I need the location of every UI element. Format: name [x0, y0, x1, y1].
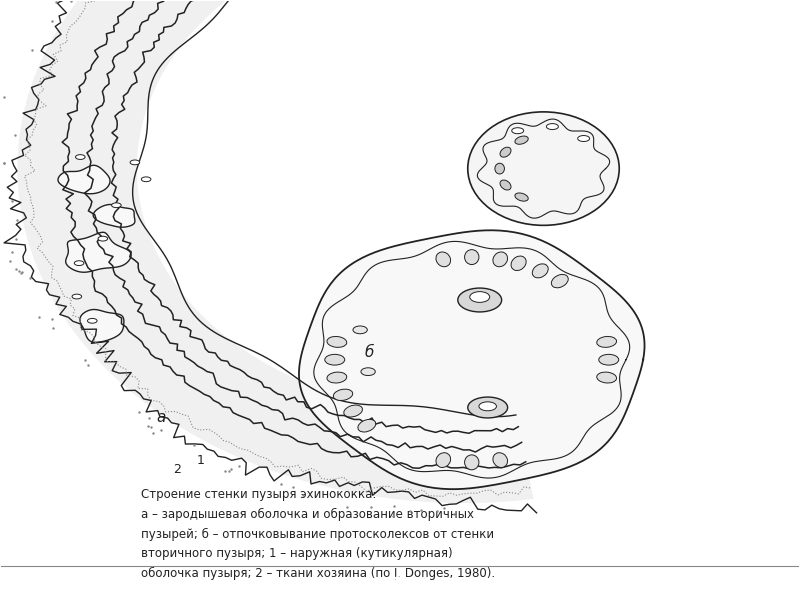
Ellipse shape — [479, 402, 497, 411]
Ellipse shape — [465, 250, 479, 265]
Polygon shape — [66, 232, 131, 272]
Ellipse shape — [465, 455, 479, 470]
Text: Строение стенки пузыря эхинококка:: Строение стенки пузыря эхинококка: — [141, 488, 376, 501]
Ellipse shape — [344, 405, 362, 417]
Ellipse shape — [353, 326, 367, 334]
Ellipse shape — [470, 292, 490, 302]
Ellipse shape — [598, 355, 618, 365]
Ellipse shape — [98, 236, 107, 241]
Ellipse shape — [74, 261, 84, 266]
Ellipse shape — [597, 337, 617, 347]
Polygon shape — [18, 0, 534, 503]
Text: б: б — [364, 345, 374, 360]
Ellipse shape — [361, 368, 375, 376]
Text: оболочка пузыря; 2 – ткани хозяина (по J. Donges, 1980).: оболочка пузыря; 2 – ткани хозяина (по J… — [141, 567, 495, 580]
Polygon shape — [80, 310, 124, 342]
Text: 1: 1 — [197, 454, 205, 467]
Polygon shape — [58, 165, 110, 194]
Ellipse shape — [327, 337, 346, 347]
Ellipse shape — [72, 294, 82, 299]
Ellipse shape — [468, 397, 508, 418]
Ellipse shape — [597, 372, 617, 383]
Ellipse shape — [511, 256, 526, 271]
Polygon shape — [94, 205, 135, 227]
Ellipse shape — [111, 203, 121, 208]
Circle shape — [468, 112, 619, 226]
Ellipse shape — [436, 453, 450, 467]
Ellipse shape — [75, 155, 85, 160]
Ellipse shape — [87, 319, 97, 323]
Ellipse shape — [551, 274, 568, 288]
Ellipse shape — [493, 453, 507, 467]
Ellipse shape — [500, 147, 511, 157]
Text: а: а — [157, 410, 166, 425]
Ellipse shape — [546, 124, 558, 130]
Text: пузырей; б – отпочковывание протосколексов от стенки: пузырей; б – отпочковывание протосколекс… — [141, 527, 494, 541]
Ellipse shape — [327, 372, 346, 383]
Ellipse shape — [334, 389, 353, 400]
Ellipse shape — [512, 128, 524, 134]
Ellipse shape — [358, 419, 376, 432]
Ellipse shape — [130, 160, 140, 165]
Ellipse shape — [495, 163, 505, 174]
Ellipse shape — [515, 136, 528, 144]
Ellipse shape — [500, 180, 511, 190]
Ellipse shape — [142, 177, 151, 182]
Text: 2: 2 — [173, 463, 181, 476]
Ellipse shape — [325, 355, 345, 365]
Ellipse shape — [532, 264, 548, 278]
Ellipse shape — [515, 193, 528, 201]
Polygon shape — [299, 230, 645, 489]
Text: а – зародышевая оболочка и образование вторичных: а – зародышевая оболочка и образование в… — [141, 508, 474, 521]
Ellipse shape — [436, 252, 450, 267]
Ellipse shape — [458, 288, 502, 312]
Text: Руководство и атлас по паразитарным болезням человека © www.infectology.ru: Руководство и атлас по паразитарным боле… — [44, 577, 756, 592]
Ellipse shape — [493, 252, 507, 267]
Ellipse shape — [578, 136, 590, 142]
Text: вторичного пузыря; 1 – наружная (кутикулярная): вторичного пузыря; 1 – наружная (кутикул… — [141, 547, 453, 560]
